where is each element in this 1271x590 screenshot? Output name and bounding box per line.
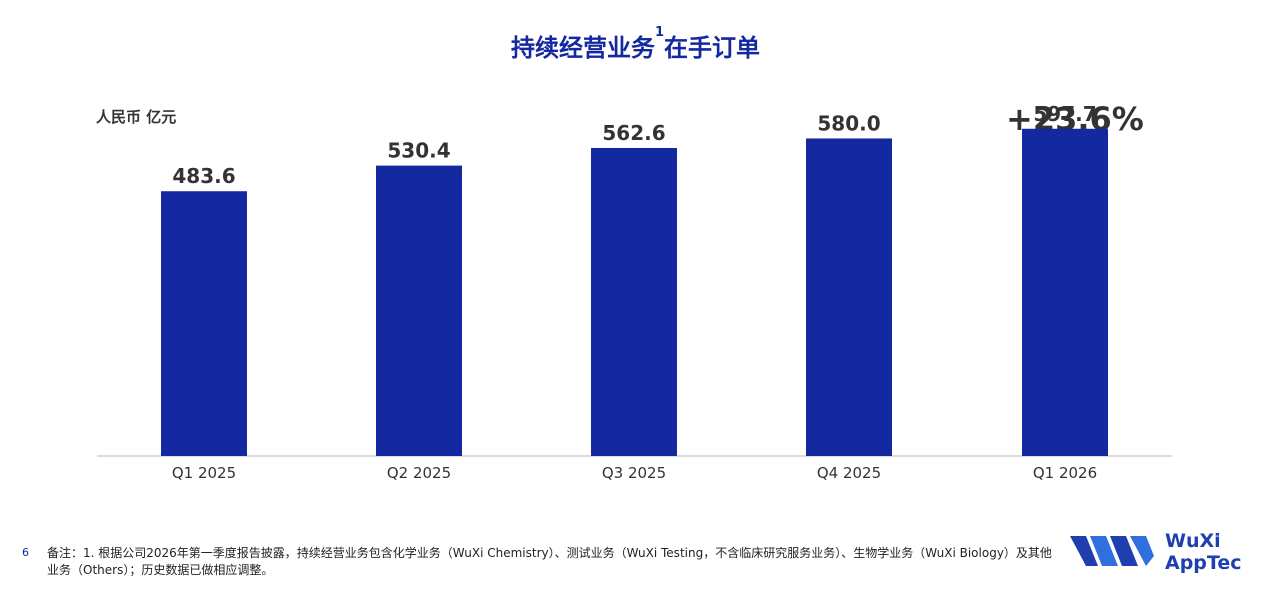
chart-title-suffix: 在手订单	[664, 34, 761, 62]
value-label-4: 580.0	[817, 111, 880, 135]
value-label-1: 483.6	[172, 164, 235, 188]
bar-chart: 483.6 Q1 2025 530.4 Q2 2025 562.6 Q3 2025 580.…	[97, 102, 1172, 482]
value-label-3: 562.6	[602, 121, 665, 145]
logo-line1: WuXi	[1165, 530, 1221, 552]
logo-wordmark: WuXi AppTec	[1165, 530, 1242, 574]
x-tick-label-1: Q1 2025	[172, 464, 236, 482]
bar-3	[591, 147, 677, 456]
chart-title-footnote-mark: 1	[654, 25, 665, 40]
x-tick-label-2: Q2 2025	[387, 464, 451, 482]
x-tick-label-3: Q3 2025	[602, 464, 666, 482]
x-tick-label-5: Q1 2026	[1033, 464, 1097, 482]
chart-title-main: 持续经营业务	[510, 34, 655, 62]
x-tick-label-4: Q4 2025	[817, 464, 881, 482]
page-number: 6	[22, 546, 29, 559]
value-label-5: 597.7	[1033, 102, 1096, 126]
bar-4	[806, 138, 892, 456]
footnote: 备注：1. 根据公司2026年第一季度报告披露，持续经营业务包含化学业务（WuX…	[47, 546, 1052, 577]
bar-5	[1022, 128, 1108, 456]
bar-1	[161, 191, 247, 456]
logo-line2: AppTec	[1165, 552, 1242, 574]
value-label-2: 530.4	[387, 139, 450, 163]
unit-label: 人民币 亿元	[96, 108, 177, 126]
bar-2	[376, 165, 462, 456]
wuxi-apptec-logo-icon	[1070, 536, 1154, 566]
chart-title: 持续经营业务1在手订单	[0, 25, 1271, 63]
